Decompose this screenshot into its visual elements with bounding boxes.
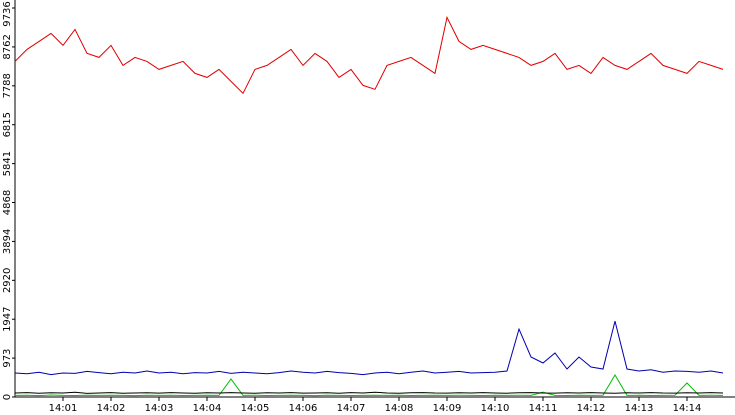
y-tick-label: 5841 <box>2 151 13 176</box>
series-line <box>14 374 724 397</box>
y-tick-label: 4868 <box>2 190 13 215</box>
x-tick-label: 14:13 <box>625 403 654 414</box>
x-tick-label: 14:02 <box>97 403 126 414</box>
series-line <box>14 15 724 95</box>
x-tick-label: 14:07 <box>337 403 366 414</box>
y-tick-label: 1947 <box>2 306 13 331</box>
y-tick-label: 0 <box>2 394 13 400</box>
y-tick-label: 8762 <box>2 34 13 59</box>
series-line <box>14 320 724 376</box>
y-tick-label: 7788 <box>2 73 13 98</box>
x-tick-label: 14:08 <box>385 403 414 414</box>
series-line <box>14 391 724 394</box>
x-tick-label: 14:04 <box>193 403 222 414</box>
x-tick-label: 14:10 <box>481 403 510 414</box>
y-tick-label: 2920 <box>2 268 13 293</box>
x-tick-label: 14:09 <box>433 403 462 414</box>
x-tick-label: 14:01 <box>49 403 78 414</box>
x-tick-label: 14:12 <box>577 403 606 414</box>
y-tick-label: 973 <box>2 349 13 368</box>
y-tick-label: 6815 <box>2 112 13 137</box>
x-tick-label: 14:03 <box>145 403 174 414</box>
y-tick-label: 3894 <box>2 229 13 254</box>
x-tick-label: 14:11 <box>529 403 558 414</box>
x-tick-label: 14:06 <box>289 403 318 414</box>
x-tick-label: 14:05 <box>241 403 270 414</box>
y-tick-label: 9736 <box>2 1 13 26</box>
x-tick-label: 14:14 <box>673 403 702 414</box>
